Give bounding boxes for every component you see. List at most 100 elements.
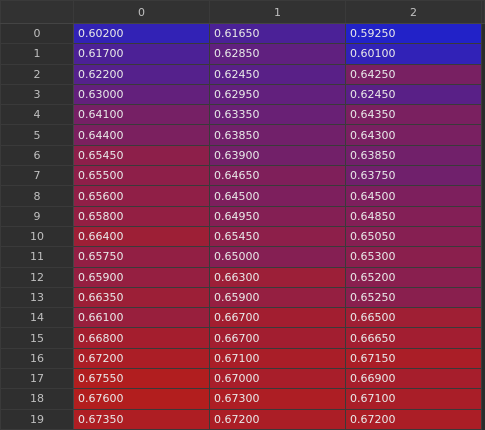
data-cell[interactable]: 0.67150	[345, 347, 482, 370]
row-index-header[interactable]: 19	[0, 408, 74, 430]
row-index-header[interactable]: 1	[0, 43, 74, 65]
row-index-header[interactable]: 3	[0, 83, 74, 106]
data-cell[interactable]: 0.61700	[73, 43, 210, 65]
data-cell[interactable]: 0.64650	[209, 165, 346, 187]
data-cell[interactable]: 0.65800	[73, 205, 210, 227]
row-index-header[interactable]: 4	[0, 104, 74, 126]
row-index-header[interactable]: 11	[0, 246, 74, 268]
data-cell[interactable]: 0.63900	[209, 144, 346, 167]
data-cell[interactable]: 0.65250	[345, 286, 482, 309]
data-cell[interactable]: 0.65900	[73, 266, 210, 288]
data-cell[interactable]: 0.63850	[209, 124, 346, 146]
row-index-header[interactable]: 12	[0, 266, 74, 288]
row-index-header[interactable]: 0	[0, 22, 74, 45]
data-cell[interactable]: 0.67200	[73, 347, 210, 370]
data-cell[interactable]: 0.66500	[345, 307, 482, 329]
column-header-0[interactable]: 0	[73, 0, 210, 24]
row-filler	[481, 206, 485, 227]
data-cell[interactable]: 0.66700	[209, 327, 346, 349]
row-index-header[interactable]: 10	[0, 225, 74, 248]
corner-header[interactable]	[0, 0, 74, 24]
data-cell[interactable]: 0.65200	[345, 266, 482, 288]
row-index-header[interactable]: 6	[0, 144, 74, 167]
row-index-header[interactable]: 9	[0, 205, 74, 227]
data-cell[interactable]: 0.66700	[209, 307, 346, 329]
row-index-header[interactable]: 17	[0, 368, 74, 390]
data-cell[interactable]: 0.67100	[345, 388, 482, 410]
data-cell[interactable]: 0.67350	[73, 408, 210, 430]
column-header-1[interactable]: 1	[209, 0, 346, 24]
data-cell[interactable]: 0.63750	[345, 165, 482, 187]
data-cell[interactable]: 0.63350	[209, 104, 346, 126]
row-filler	[481, 287, 485, 308]
row-filler	[481, 409, 485, 430]
row-index-header[interactable]: 14	[0, 307, 74, 329]
row-filler	[481, 327, 485, 349]
data-cell[interactable]: 0.65000	[209, 246, 346, 268]
row-filler	[481, 124, 485, 146]
data-cell[interactable]: 0.64250	[345, 63, 482, 85]
row-filler	[481, 388, 485, 410]
data-cell[interactable]: 0.62950	[209, 83, 346, 106]
data-cell[interactable]: 0.65450	[209, 225, 346, 248]
data-cell[interactable]: 0.67600	[73, 388, 210, 410]
data-cell[interactable]: 0.66350	[73, 286, 210, 309]
data-cell[interactable]: 0.64500	[345, 185, 482, 207]
column-header-2[interactable]: 2	[345, 0, 482, 24]
data-cell[interactable]: 0.63000	[73, 83, 210, 106]
data-cell[interactable]: 0.67100	[209, 347, 346, 370]
data-cell[interactable]: 0.66650	[345, 327, 482, 349]
data-cell[interactable]: 0.66800	[73, 327, 210, 349]
data-cell[interactable]: 0.60100	[345, 43, 482, 65]
row-index-header[interactable]: 2	[0, 63, 74, 85]
row-filler	[481, 226, 485, 247]
table-row: 11 0.65750 0.65000 0.65300	[0, 246, 485, 268]
row-index-header[interactable]: 8	[0, 185, 74, 207]
data-cell[interactable]: 0.64950	[209, 205, 346, 227]
row-index-header[interactable]: 15	[0, 327, 74, 349]
data-cell[interactable]: 0.65900	[209, 286, 346, 309]
table-row: 12 0.65900 0.66300 0.65200	[0, 266, 485, 288]
data-cell[interactable]: 0.65600	[73, 185, 210, 207]
data-cell[interactable]: 0.66300	[209, 266, 346, 288]
data-cell[interactable]: 0.64100	[73, 104, 210, 126]
data-cell[interactable]: 0.65450	[73, 144, 210, 167]
data-cell[interactable]: 0.67200	[345, 408, 482, 430]
data-cell[interactable]: 0.63850	[345, 144, 482, 167]
data-cell[interactable]: 0.62450	[345, 83, 482, 106]
row-index-header[interactable]: 18	[0, 388, 74, 410]
data-cell[interactable]: 0.65300	[345, 246, 482, 268]
row-filler	[481, 368, 485, 389]
table-row: 19 0.67350 0.67200 0.67200	[0, 408, 485, 430]
row-filler	[481, 267, 485, 288]
table-row: 0 0.60200 0.61650 0.59250	[0, 22, 485, 45]
row-filler	[481, 307, 485, 328]
data-cell[interactable]: 0.66900	[345, 368, 482, 390]
data-cell[interactable]: 0.64350	[345, 104, 482, 126]
data-cell[interactable]: 0.66400	[73, 225, 210, 248]
data-cell[interactable]: 0.65050	[345, 225, 482, 248]
data-cell[interactable]: 0.64850	[345, 205, 482, 227]
data-cell[interactable]: 0.65500	[73, 165, 210, 187]
data-cell[interactable]: 0.67000	[209, 368, 346, 390]
data-cell[interactable]: 0.64400	[73, 124, 210, 146]
data-cell[interactable]: 0.64500	[209, 185, 346, 207]
row-index-header[interactable]: 5	[0, 124, 74, 146]
data-cell[interactable]: 0.62200	[73, 63, 210, 85]
data-cell[interactable]: 0.66100	[73, 307, 210, 329]
data-cell[interactable]: 0.62850	[209, 43, 346, 65]
data-cell[interactable]: 0.67550	[73, 368, 210, 390]
data-cell[interactable]: 0.67200	[209, 408, 346, 430]
row-filler	[481, 23, 485, 44]
data-cell[interactable]: 0.59250	[345, 22, 482, 45]
data-cell[interactable]: 0.60200	[73, 22, 210, 45]
grid-body: 0 0.60200 0.61650 0.59250 1 0.61700 0.62850 0.6…	[0, 22, 485, 430]
data-cell[interactable]: 0.62450	[209, 63, 346, 85]
data-cell[interactable]: 0.61650	[209, 22, 346, 45]
row-index-header[interactable]: 7	[0, 165, 74, 187]
row-index-header[interactable]: 16	[0, 347, 74, 370]
data-cell[interactable]: 0.65750	[73, 246, 210, 268]
row-index-header[interactable]: 13	[0, 286, 74, 309]
data-cell[interactable]: 0.67300	[209, 388, 346, 410]
data-cell[interactable]: 0.64300	[345, 124, 482, 146]
